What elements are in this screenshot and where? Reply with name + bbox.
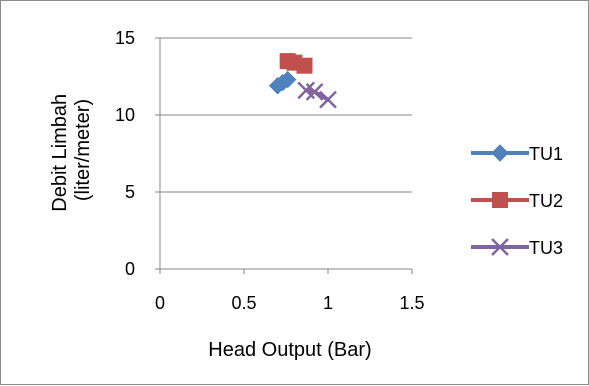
legend-label-tu2: TU2 — [529, 191, 563, 211]
y-tick-label-1: 5 — [125, 182, 135, 202]
y-tick-label-0: 0 — [125, 259, 135, 279]
series-tu1 — [268, 70, 297, 95]
x-axis-title: Head Output (Bar) — [208, 339, 371, 361]
legend-marker-tu1 — [491, 144, 509, 162]
data-point-tu2-2 — [296, 57, 313, 74]
y-tick-label-2: 10 — [115, 105, 135, 125]
y-axis-title-line2: (liter/meter) — [72, 99, 94, 201]
y-axis-title: Debit Limbah (liter/meter) — [49, 88, 94, 211]
y-tick-label-3: 15 — [115, 28, 135, 48]
legend-layer: TU1 TU2 TU3 — [471, 144, 563, 258]
x-tick-label-0: 0 — [155, 293, 165, 313]
y-axis-title-line1: Debit Limbah — [49, 94, 71, 212]
x-tick-label-1: 0.5 — [231, 293, 256, 313]
data-point-tu1-2 — [278, 70, 297, 89]
series-tu3 — [297, 81, 337, 109]
legend-marker-tu2 — [492, 192, 508, 208]
legend-marker-tu3 — [491, 238, 509, 256]
legend-item-tu1: TU1 — [471, 144, 563, 164]
series-layer — [268, 53, 337, 109]
grid-layer — [160, 37, 412, 193]
data-point-tu3-1 — [305, 83, 324, 101]
axis-layer: 0 5 10 15 0 0.5 1 1.5 — [115, 28, 425, 313]
data-point-tu3-2 — [319, 90, 337, 109]
series-tu2 — [279, 53, 313, 74]
x-tick-label-3: 1.5 — [399, 293, 424, 313]
legend-label-tu3: TU3 — [529, 238, 563, 258]
x-tick-label-2: 1 — [323, 293, 333, 313]
legend-label-tu1: TU1 — [529, 144, 563, 164]
legend-item-tu3: TU3 — [471, 238, 563, 258]
legend-item-tu2: TU2 — [471, 191, 563, 211]
